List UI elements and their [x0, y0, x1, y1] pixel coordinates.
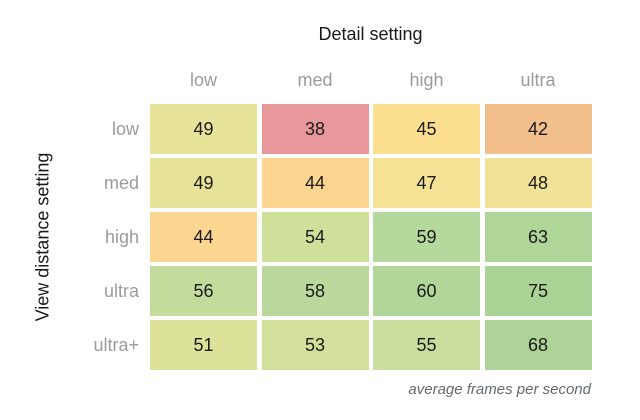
- heatmap-cell: 58: [261, 266, 369, 316]
- heatmap-cell: 63: [484, 212, 592, 262]
- heatmap-cell: 51: [150, 320, 257, 370]
- heatmap-cell: 44: [261, 158, 369, 208]
- heatmap-cell: 42: [484, 104, 592, 154]
- heatmap-cell: 54: [261, 212, 369, 262]
- heatmap-cell: 44: [150, 212, 257, 262]
- row-label: low: [111, 119, 139, 139]
- column-headers: low med high ultra: [150, 70, 591, 91]
- heatmap-cell: 56: [150, 266, 257, 316]
- column-header: med: [297, 70, 333, 90]
- column-header: ultra: [520, 70, 556, 90]
- heatmap-cell: 53: [261, 320, 369, 370]
- heatmap-cell: 47: [373, 158, 480, 208]
- heatmap-cell: 59: [373, 212, 480, 262]
- heatmap-cell: 68: [484, 320, 592, 370]
- heatmap-cell: 49: [150, 104, 257, 154]
- chart-caption: average frames per second: [408, 381, 591, 398]
- heatmap-cell: 45: [373, 104, 480, 154]
- row-labels: low med high ultra ultra+: [0, 104, 139, 370]
- heatmap-cell: 49: [150, 158, 257, 208]
- heatmap-cell: 75: [484, 266, 592, 316]
- column-header: high: [409, 70, 444, 90]
- row-label: ultra: [103, 281, 139, 301]
- heatmap-cell: 60: [373, 266, 480, 316]
- column-header: low: [189, 70, 217, 90]
- heatmap-grid: 49 38 45 42 49 44 47 48 44 54 59 63 56 58 60 75 51 53 55 68: [150, 104, 592, 370]
- heatmap-cell: 38: [261, 104, 369, 154]
- heatmap-cell: 48: [484, 158, 592, 208]
- x-axis-title: Detail setting: [318, 24, 423, 44]
- row-label: high: [104, 227, 139, 247]
- heatmap-cell: 55: [373, 320, 480, 370]
- row-label: med: [103, 173, 139, 193]
- row-label: ultra+: [93, 335, 139, 355]
